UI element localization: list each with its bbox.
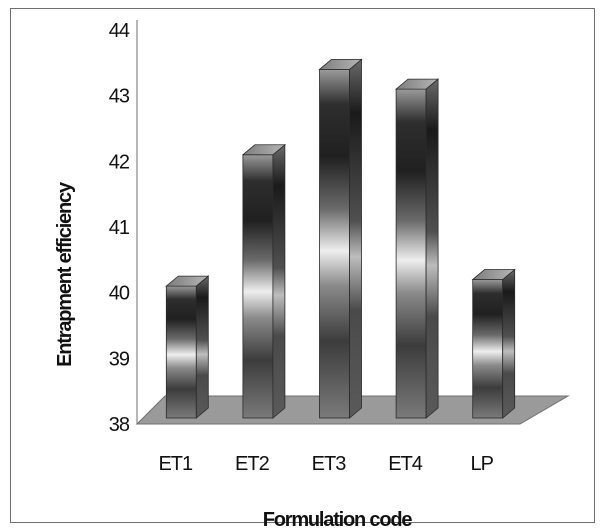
bar-top [241,144,287,156]
x-tick-label: ET3 [312,453,347,475]
y-tick-labels: 38 39 40 41 42 43 44 [109,20,131,436]
bar-side [195,275,209,419]
bar [165,275,210,419]
x-tick-labels: ET1 ET2 ET3 ET4 LP [158,453,494,475]
bar-front [395,88,427,419]
y-tick-label: 43 [109,86,130,108]
x-tick-label: ET2 [235,453,270,475]
y-axis-title: Entrapment efficiency [54,181,76,367]
bar [471,268,516,419]
bar-side [272,143,286,419]
bars-group [165,58,516,419]
bar-front [165,285,197,419]
bar-top [394,78,440,90]
y-tick-label: 39 [109,348,130,370]
bar-side [349,58,362,419]
y-tick-label: 42 [109,151,130,173]
bar-front [319,69,350,419]
y-tick-label: 44 [109,20,130,42]
bar [394,78,440,419]
x-tick-label: LP [470,453,493,475]
y-tick-label: 38 [109,414,130,436]
bar-front [472,279,504,419]
x-tick-label: ET1 [158,453,193,475]
bar-side [425,78,439,419]
bar-front [242,154,274,419]
bar-side [502,268,516,419]
bar-top [318,59,363,70]
bar-top [471,269,516,280]
chart-frame [10,8,595,523]
bar-top [165,275,210,287]
y-tick-label: 41 [109,217,130,239]
bar [318,58,363,419]
y-tick-label: 40 [109,283,130,305]
x-tick-label: ET4 [388,453,423,475]
bar [241,143,287,419]
x-axis-title: Formulation code [263,509,413,531]
